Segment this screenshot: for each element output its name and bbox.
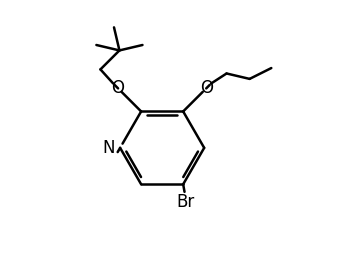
Text: N: N [103,139,115,157]
Text: O: O [200,79,213,97]
Text: O: O [111,79,125,97]
Text: Br: Br [177,193,195,211]
